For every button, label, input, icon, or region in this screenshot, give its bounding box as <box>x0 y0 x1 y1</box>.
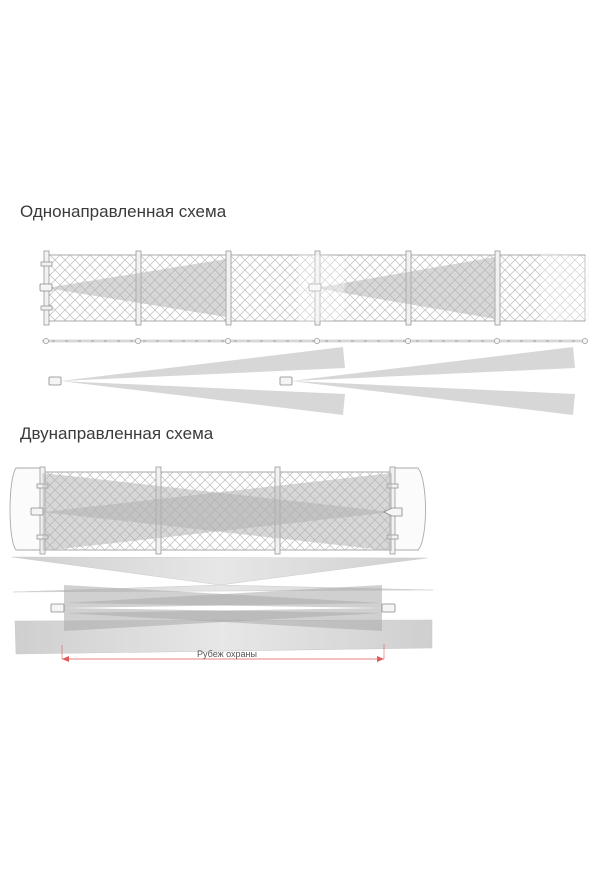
svg-text:Рубеж охраны: Рубеж охраны <box>197 649 257 659</box>
